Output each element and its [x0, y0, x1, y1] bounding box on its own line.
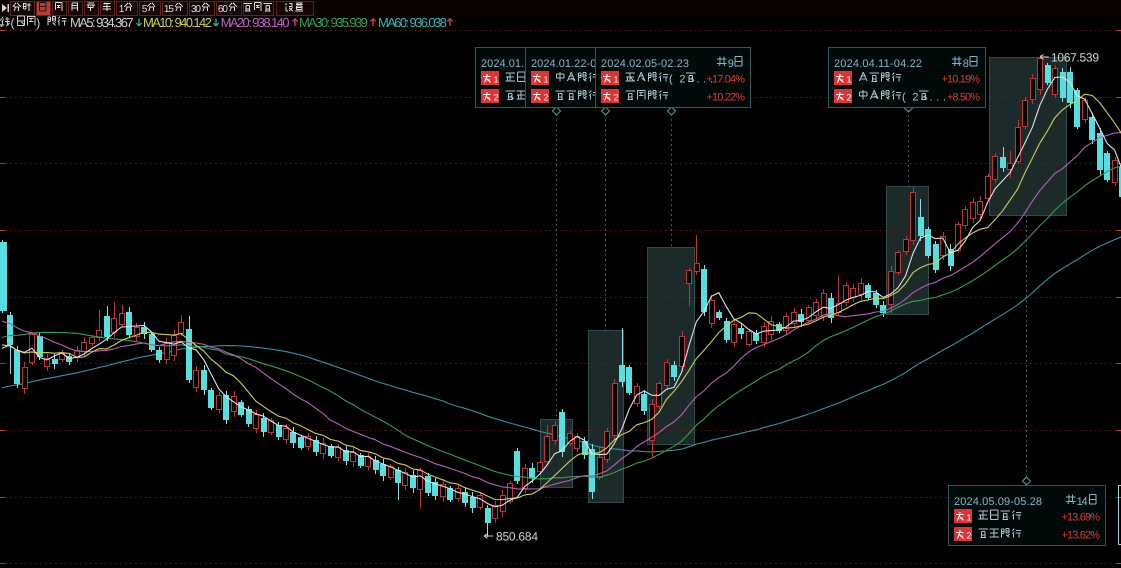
- svg-text:850.684: 850.684: [496, 530, 538, 544]
- svg-text:2: 2: [544, 93, 549, 103]
- svg-text:2024.05.09-05.28: 2024.05.09-05.28: [954, 496, 1042, 508]
- svg-text:MA10: 940.142: MA10: 940.142: [143, 15, 212, 30]
- svg-text:9: 9: [728, 58, 734, 70]
- svg-text:2: 2: [847, 93, 852, 103]
- svg-text:+13.69%: +13.69%: [1062, 512, 1101, 524]
- svg-text:2: 2: [494, 93, 499, 103]
- svg-text:+10.22%: +10.22%: [707, 92, 746, 104]
- svg-text:+13.62%: +13.62%: [1062, 530, 1101, 542]
- svg-text:1: 1: [544, 75, 549, 85]
- svg-text:8: 8: [963, 58, 969, 70]
- svg-text:60: 60: [218, 4, 228, 15]
- svg-text:1: 1: [847, 75, 852, 85]
- svg-text:MA60: 936.038: MA60: 936.038: [378, 15, 447, 30]
- svg-text:MA5: 934.367: MA5: 934.367: [70, 15, 134, 30]
- svg-text:...: ...: [930, 92, 947, 104]
- svg-text:+10.19%: +10.19%: [942, 74, 981, 86]
- svg-text:1: 1: [967, 513, 972, 523]
- svg-text:MA30: 935.939: MA30: 935.939: [299, 15, 368, 30]
- svg-text:14: 14: [1077, 496, 1088, 508]
- svg-text:): ): [36, 16, 40, 30]
- svg-text:1: 1: [119, 4, 125, 15]
- svg-text:5: 5: [142, 4, 148, 15]
- svg-text:(: (: [11, 16, 15, 30]
- svg-text:2: 2: [614, 93, 619, 103]
- svg-text:2024.02.05-02.23: 2024.02.05-02.23: [601, 58, 689, 70]
- svg-text:2: 2: [967, 531, 972, 541]
- svg-text:+17.04%: +17.04%: [707, 74, 746, 86]
- svg-text:1067.539: 1067.539: [1051, 51, 1099, 65]
- svg-text:2024.04.11-04.22: 2024.04.11-04.22: [834, 58, 922, 70]
- svg-text:2024.01.22-02: 2024.01.22-02: [531, 58, 603, 70]
- svg-text:+8.50%: +8.50%: [947, 92, 980, 104]
- svg-text:1: 1: [614, 75, 619, 85]
- svg-text:15: 15: [164, 4, 174, 15]
- svg-text:1: 1: [494, 75, 499, 85]
- svg-text:MA20: 938.140: MA20: 938.140: [221, 15, 290, 30]
- svg-text:K: K: [0, 16, 3, 30]
- svg-text:30: 30: [191, 4, 201, 15]
